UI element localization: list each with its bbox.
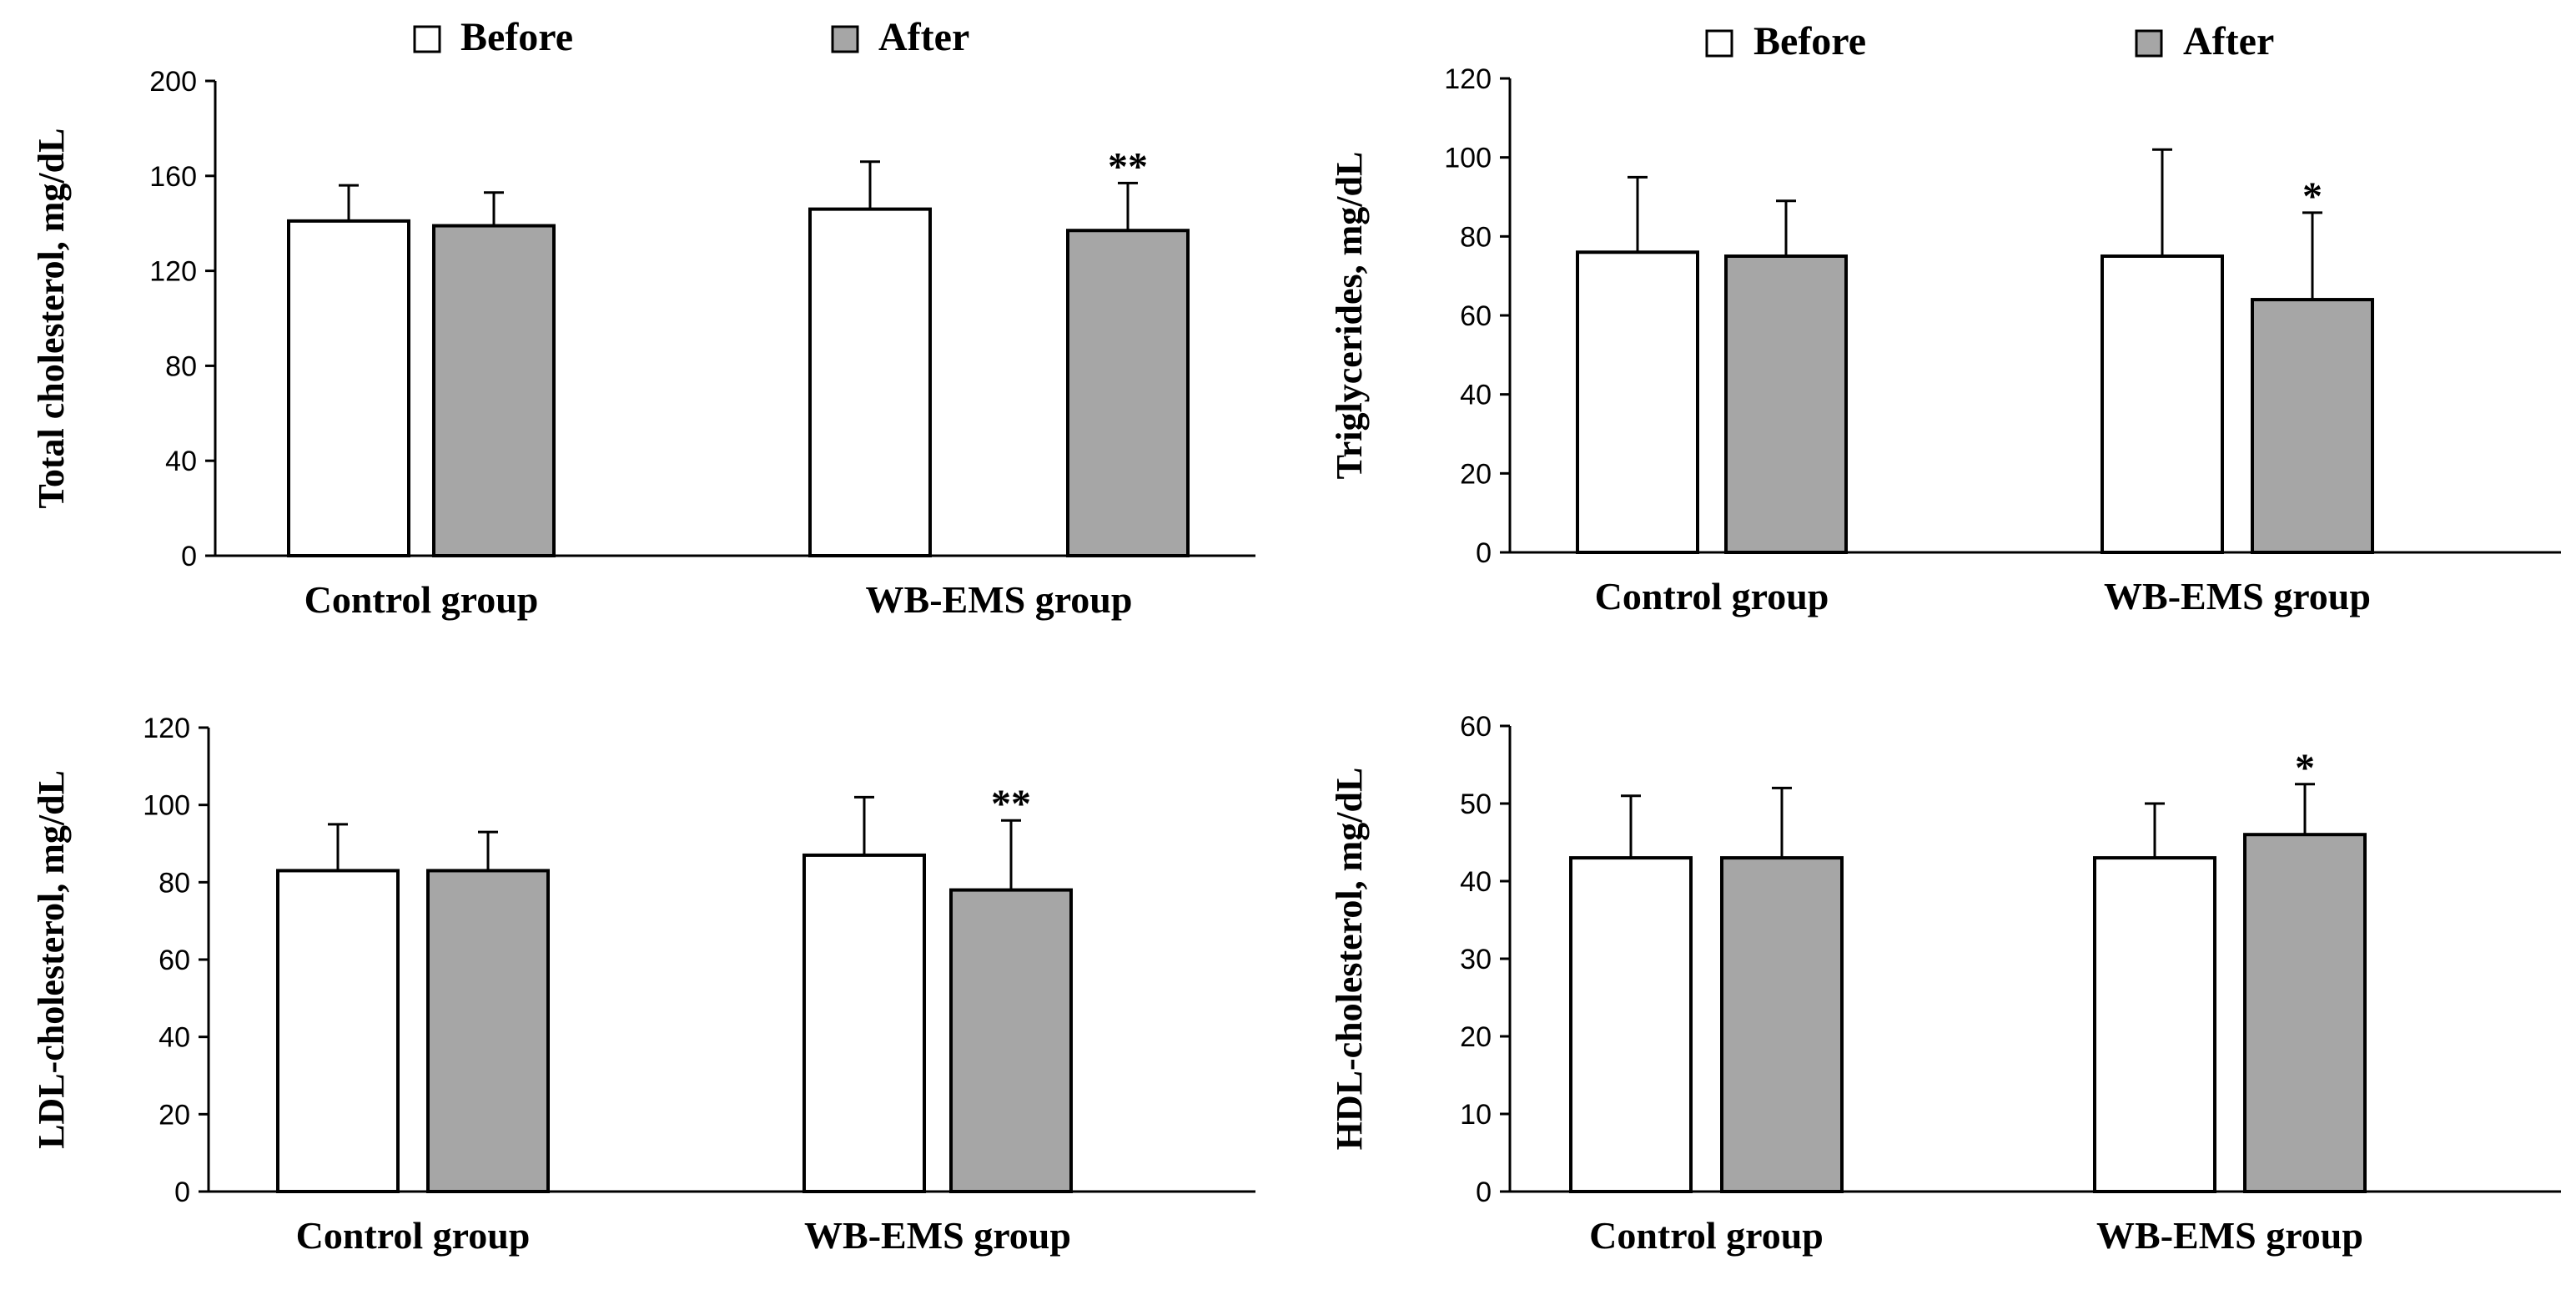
bar-after-control <box>1720 856 1844 1193</box>
y-tick-label: 100 <box>143 790 190 822</box>
bar-after-control <box>1724 254 1848 554</box>
y-tick-label: 0 <box>181 541 197 572</box>
legend-label-after: After <box>878 15 969 59</box>
hdl-cholesterol-chart: 0 10 20 30 40 50 60 HDL-cholesterol, mg/dL Contr… <box>1329 711 2561 1257</box>
y-tick-label: 50 <box>1460 789 1492 820</box>
y-tick-label: 40 <box>165 446 197 477</box>
triglycerides-chart: 0 20 40 60 80 100 120 Triglycerides, mg/dL Contr… <box>1329 19 2561 617</box>
legend-swatch-before <box>1705 29 1733 58</box>
y-tick-label: 0 <box>1476 1177 1492 1208</box>
y-tick-label: 10 <box>1460 1099 1492 1131</box>
ldl-cholesterol-chart: 0 20 40 60 80 100 120 LDL-cholesterol, mg/dL Con… <box>31 713 1255 1257</box>
significance-marker: ** <box>991 782 1031 826</box>
y-tick-label: 0 <box>174 1177 190 1208</box>
y-tick-label: 80 <box>1460 221 1492 253</box>
y-axis-title: Triglycerides, mg/dL <box>1329 152 1370 480</box>
bar-before-wb-ems <box>2093 856 2216 1193</box>
significance-marker: * <box>2295 746 2315 790</box>
bar-before-wb-ems <box>2101 254 2224 554</box>
y-tick-label: 0 <box>1476 537 1492 569</box>
x-category-label: Control group <box>296 1214 531 1257</box>
bar-before-control <box>1569 856 1693 1193</box>
y-tick-label: 120 <box>1444 63 1492 95</box>
y-tick-label: 40 <box>1460 866 1492 898</box>
y-tick-label: 120 <box>149 256 197 288</box>
x-category-label: Control group <box>1589 1214 1824 1257</box>
legend-label-after: After <box>2183 19 2274 63</box>
bar-before-control <box>1576 250 1699 554</box>
bar-before-control <box>276 869 400 1194</box>
bar-after-wb-ems <box>949 888 1073 1193</box>
y-tick-label: 80 <box>158 867 190 899</box>
legend-swatch-after <box>2135 29 2163 58</box>
bar-after-control <box>432 224 556 557</box>
bar-before-control <box>287 219 410 557</box>
y-tick-label: 80 <box>165 350 197 382</box>
y-axis-title: Total cholesterol, mg/dL <box>31 128 72 509</box>
y-tick-label: 160 <box>149 161 197 193</box>
significance-marker: ** <box>1108 144 1148 189</box>
bar-after-wb-ems <box>2251 298 2374 554</box>
y-tick-label: 60 <box>158 945 190 976</box>
legend-label-before: Before <box>460 15 573 59</box>
legend-swatch-before <box>413 25 441 53</box>
x-category-label: WB-EMS group <box>804 1214 1071 1257</box>
bar-after-wb-ems <box>2243 833 2367 1193</box>
y-tick-label: 100 <box>1444 143 1492 174</box>
x-category-label: Control group <box>1595 575 1829 617</box>
y-tick-label: 60 <box>1460 711 1492 743</box>
bar-after-control <box>426 869 550 1194</box>
y-tick-label: 20 <box>158 1099 190 1131</box>
x-category-label: WB-EMS group <box>866 578 1133 621</box>
bar-after-wb-ems <box>1066 229 1190 557</box>
y-tick-label: 20 <box>1460 1021 1492 1053</box>
y-tick-label: 20 <box>1460 458 1492 490</box>
x-category-label: WB-EMS group <box>2096 1214 2363 1257</box>
legend-label-before: Before <box>1753 19 1866 63</box>
y-axis-title: LDL-cholesterol, mg/dL <box>31 770 72 1149</box>
bar-before-wb-ems <box>802 853 926 1194</box>
legend-swatch-after <box>831 25 859 53</box>
y-tick-label: 40 <box>1460 380 1492 411</box>
y-tick-label: 40 <box>158 1022 190 1054</box>
y-tick-label: 200 <box>149 66 197 98</box>
y-axis-title: HDL-cholesterol, mg/dL <box>1329 768 1370 1151</box>
significance-marker: * <box>2302 174 2322 219</box>
x-category-label: Control group <box>304 578 539 621</box>
y-tick-label: 120 <box>143 713 190 744</box>
y-tick-label: 60 <box>1460 300 1492 332</box>
bar-before-wb-ems <box>808 207 932 557</box>
total-cholesterol-chart: 0 40 80 120 160 200 Total cholesterol, mg/dL Co… <box>31 15 1255 621</box>
x-category-label: WB-EMS group <box>2104 575 2371 617</box>
y-tick-label: 30 <box>1460 944 1492 975</box>
